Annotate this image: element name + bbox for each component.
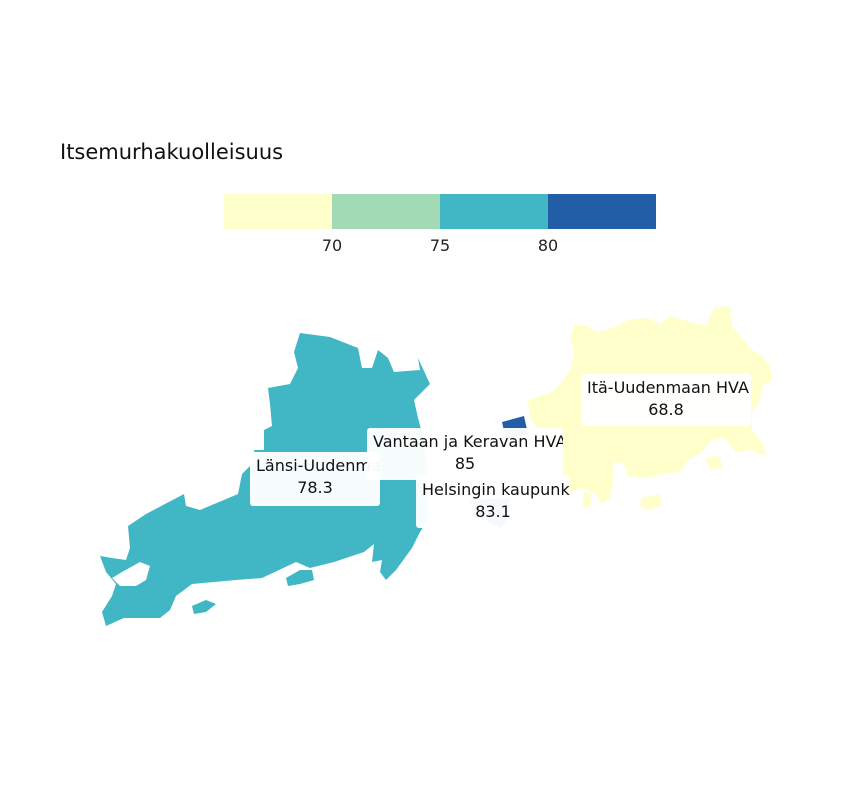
label-ita-uusimaa: Itä-Uudenmaan HVA 68.8	[581, 374, 751, 426]
legend-swatch-1	[224, 194, 332, 229]
legend-tick-75: 75	[429, 236, 451, 255]
label-lansi-uusimaa: Länsi-Uudenma 78.3	[250, 452, 380, 506]
label-lansi-uusimaa-name: Länsi-Uudenma	[256, 456, 380, 475]
legend-tick-70: 70	[321, 236, 343, 255]
label-vantaa-kerava-value: 85	[454, 454, 476, 473]
legend-tick-80: 80	[537, 236, 559, 255]
legend-swatch-3	[440, 194, 548, 229]
label-vantaa-kerava-name: Vantaan ja Keravan HVA	[373, 432, 563, 451]
label-helsinki: Helsingin kaupunki 83.1	[416, 476, 570, 528]
legend-title: Itsemurhakuolleisuus	[60, 140, 284, 164]
legend-swatch-2	[332, 194, 440, 229]
legend-swatch-4	[548, 194, 656, 229]
label-ita-uusimaa-value: 68.8	[648, 400, 684, 419]
label-helsinki-value: 83.1	[475, 502, 511, 521]
label-ita-uusimaa-name: Itä-Uudenmaan HVA	[587, 378, 749, 397]
label-helsinki-name: Helsingin kaupunki	[422, 480, 570, 499]
label-lansi-uusimaa-value: 78.3	[297, 478, 333, 497]
label-vantaa-kerava: Vantaan ja Keravan HVA 85	[367, 428, 563, 480]
lake-cutout	[112, 562, 150, 586]
